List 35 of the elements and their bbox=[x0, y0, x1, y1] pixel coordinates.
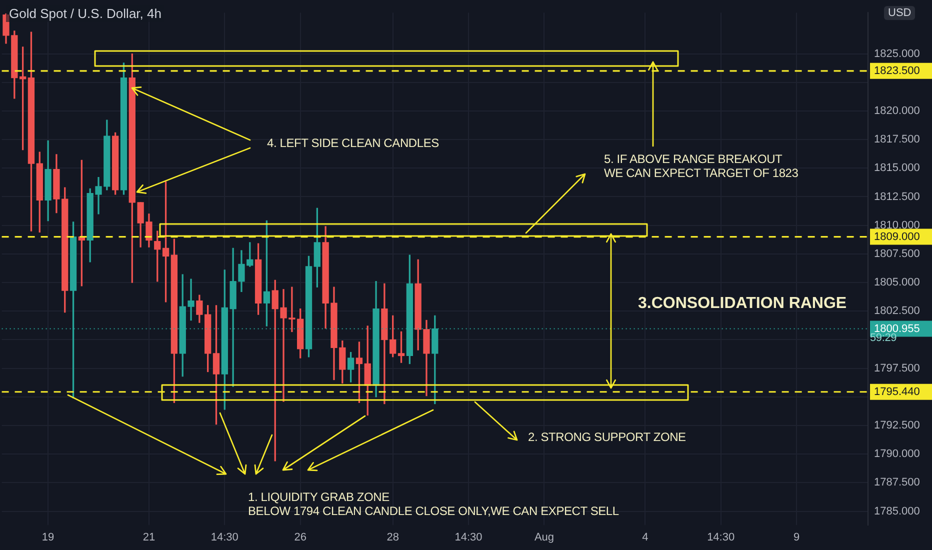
y-tick-label: 1810.000 bbox=[874, 219, 920, 232]
x-tick-label: 14:30 bbox=[454, 532, 482, 544]
y-tick-label: 1815.000 bbox=[874, 162, 920, 174]
y-axis-title: USD bbox=[884, 6, 916, 20]
ref-line-label: 1795.440 bbox=[874, 386, 920, 398]
annotation: 4. LEFT SIDE CLEAN CANDLES bbox=[267, 136, 439, 150]
y-tick-label: 1807.500 bbox=[874, 248, 920, 260]
y-tick-label: 1805.000 bbox=[874, 276, 920, 289]
y-tick-label: 1785.000 bbox=[874, 505, 920, 518]
ref-line-label: 1823.500 bbox=[874, 64, 920, 77]
y-tick-label: 1802.500 bbox=[874, 305, 920, 318]
x-tick-label: 19 bbox=[42, 532, 54, 544]
annotation: 2. STRONG SUPPORT ZONE bbox=[528, 430, 686, 444]
x-tick-label: 28 bbox=[386, 532, 399, 544]
annotation: 5. IF ABOVE RANGE BREAKOUT WE CAN EXPECT TARGET OF 1823 bbox=[604, 152, 798, 180]
y-tick-label: 1797.500 bbox=[874, 362, 920, 374]
x-tick-label: 21 bbox=[142, 532, 156, 544]
ref-line-label: 1809.000 bbox=[874, 230, 920, 243]
x-tick-label: 9 bbox=[793, 532, 800, 544]
x-tick-label: 14:30 bbox=[707, 532, 735, 544]
y-tick-label: 1787.500 bbox=[874, 476, 920, 489]
y-tick-label: 1820.000 bbox=[874, 104, 920, 117]
y-tick-label: 1812.500 bbox=[874, 190, 920, 203]
ref-line-label: 1800.955 bbox=[874, 322, 920, 335]
x-tick-label: Aug bbox=[534, 532, 554, 544]
y-tick-label: 1817.500 bbox=[874, 134, 920, 146]
y-tick-label: 1825.000 bbox=[874, 48, 920, 60]
annotation: 3.CONSOLIDATION RANGE bbox=[638, 295, 847, 312]
y-tick-label: 1790.000 bbox=[874, 448, 920, 460]
x-tick-label: 14:30 bbox=[210, 532, 238, 544]
x-tick-label: 4 bbox=[642, 532, 648, 544]
y-tick-label: 1792.500 bbox=[874, 420, 920, 432]
chart-title: Gold Spot / U.S. Dollar, 4h bbox=[6, 5, 164, 22]
x-tick-label: 26 bbox=[294, 532, 306, 544]
annotation: 1. LIQUIDITY GRAB ZONE BELOW 1794 CLEAN CANDLE CLOSE ONLY,WE CAN EXPECT SELL bbox=[248, 490, 619, 518]
